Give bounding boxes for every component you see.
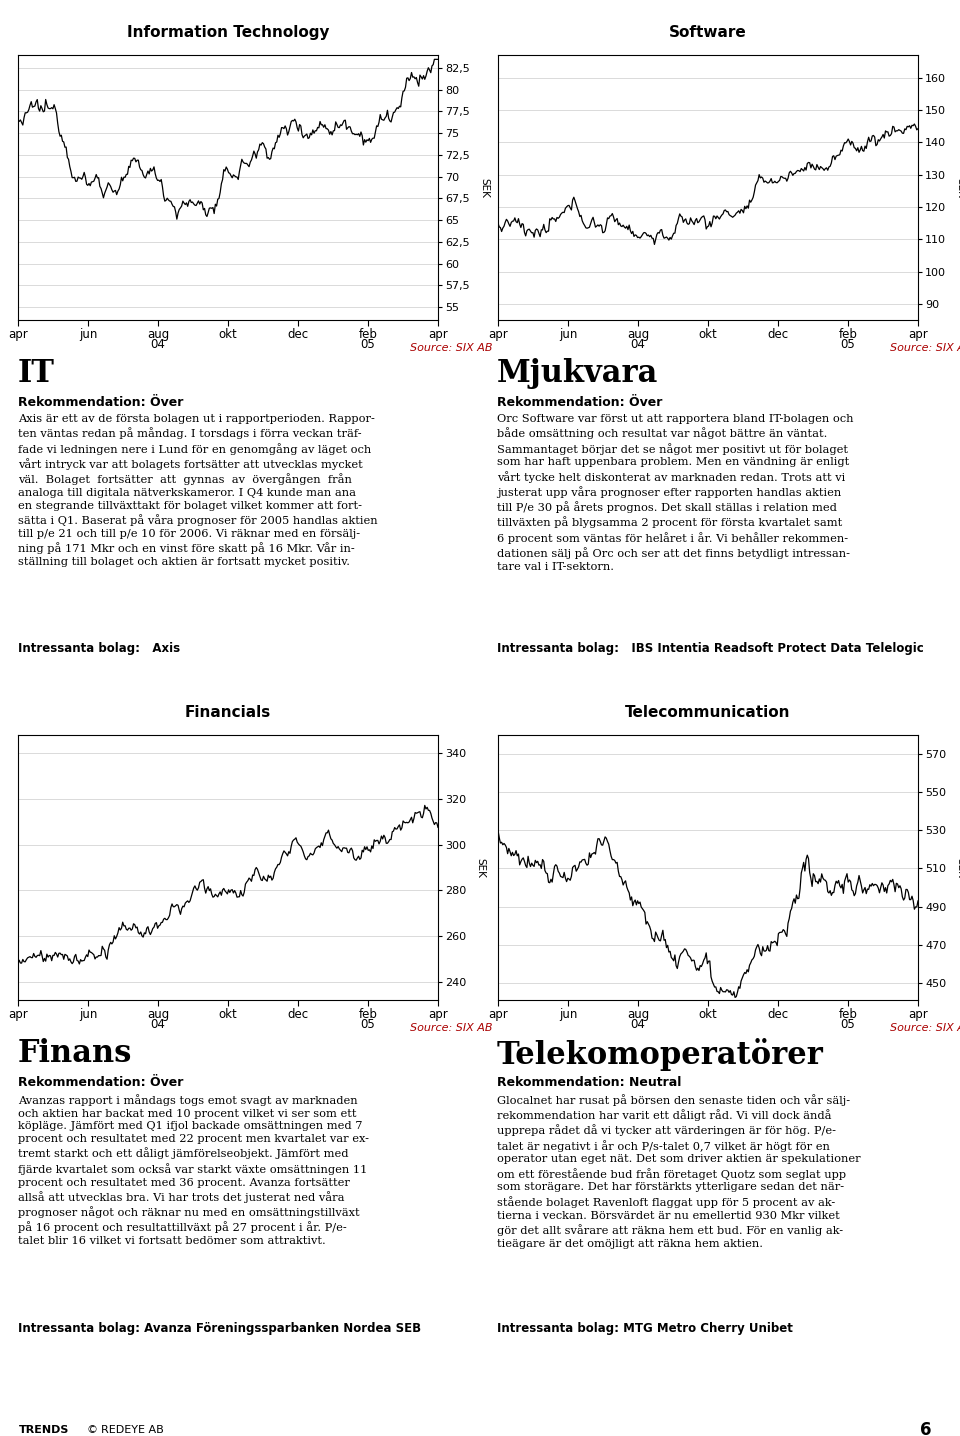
Text: Source: SIX AB: Source: SIX AB [891, 1022, 960, 1032]
Text: Financials: Financials [185, 705, 271, 719]
Text: 04: 04 [151, 1018, 165, 1031]
Text: Axis är ett av de första bolagen ut i rapportperioden. Rappor-
ten väntas redan : Axis är ett av de första bolagen ut i ra… [18, 414, 377, 567]
Text: Rekommendation: Över: Rekommendation: Över [18, 396, 183, 409]
Y-axis label: SEK: SEK [475, 857, 486, 877]
Text: Software: Software [669, 24, 747, 40]
Text: Rekommendation: Över: Rekommendation: Över [18, 1076, 183, 1088]
Text: Mjukvara: Mjukvara [497, 358, 659, 389]
Text: ©: © [86, 1425, 97, 1435]
Text: 05: 05 [361, 337, 375, 350]
Text: Source: SIX AB: Source: SIX AB [891, 343, 960, 353]
Text: Intressanta bolag: Avanza Föreningssparbanken Nordea SEB: Intressanta bolag: Avanza Föreningssparb… [18, 1323, 421, 1335]
Text: Avanzas rapport i måndags togs emot svagt av marknaden
och aktien har backat med: Avanzas rapport i måndags togs emot svag… [18, 1094, 369, 1246]
Text: 05: 05 [841, 1018, 855, 1031]
Y-axis label: SEK: SEK [955, 857, 960, 877]
Y-axis label: SEK: SEK [479, 178, 490, 197]
Text: IT: IT [18, 358, 55, 389]
Text: Rekommendation: Neutral: Rekommendation: Neutral [497, 1076, 682, 1088]
Text: Telecommunication: Telecommunication [625, 705, 791, 719]
Text: Telekomoperatörer: Telekomoperatörer [497, 1038, 824, 1071]
Text: 05: 05 [361, 1018, 375, 1031]
Text: Source: SIX AB: Source: SIX AB [411, 1022, 493, 1032]
Text: 04: 04 [631, 337, 645, 350]
Text: Intressanta bolag:   IBS Intentia Readsoft Protect Data Telelogic: Intressanta bolag: IBS Intentia Readsoft… [497, 642, 924, 655]
Text: Intressanta bolag: MTG Metro Cherry Unibet: Intressanta bolag: MTG Metro Cherry Unib… [497, 1323, 793, 1335]
Text: 04: 04 [631, 1018, 645, 1031]
Text: Source: SIX AB: Source: SIX AB [411, 343, 493, 353]
Y-axis label: SEK: SEK [955, 178, 960, 197]
Text: Branschsöversikt: Branschsöversikt [12, 10, 186, 29]
Text: Orc Software var först ut att rapportera bland IT-bolagen och
både omsättning oc: Orc Software var först ut att rapportera… [497, 414, 853, 572]
Text: Intressanta bolag:   Axis: Intressanta bolag: Axis [18, 642, 180, 655]
Text: Information Technology: Information Technology [127, 24, 329, 40]
Text: Finans: Finans [18, 1038, 132, 1068]
Text: 04: 04 [151, 337, 165, 350]
Text: Rekommendation: Över: Rekommendation: Över [497, 396, 662, 409]
Text: TRENDS: TRENDS [19, 1425, 69, 1435]
Text: 6: 6 [920, 1422, 931, 1436]
Text: REDEYE AB: REDEYE AB [101, 1425, 163, 1435]
Text: Glocalnet har rusat på börsen den senaste tiden och vår sälj-
rekommendation har: Glocalnet har rusat på börsen den senast… [497, 1094, 860, 1249]
Text: 05: 05 [841, 337, 855, 350]
